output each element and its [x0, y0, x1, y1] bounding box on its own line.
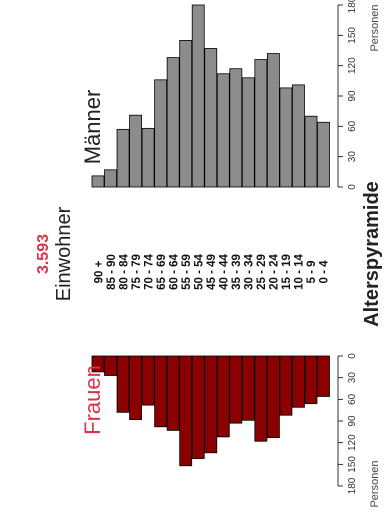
- maenner-bar: [191, 4, 205, 188]
- age-group-label: 20 - 24: [269, 253, 281, 289]
- age-group-label: 65 - 69: [156, 254, 168, 290]
- maenner-bar: [216, 73, 230, 188]
- maenner-axis-tick-label: 120: [347, 57, 358, 74]
- maenner-unit-label: Personen: [369, 4, 381, 51]
- age-group-label: 45 - 49: [206, 254, 218, 290]
- maenner-bar: [104, 169, 117, 188]
- maenner-bar: [279, 87, 293, 188]
- frauen-axis: 0 30 60 90 120 150 180: [337, 353, 358, 494]
- frauen-bar: [304, 355, 318, 405]
- frauen-bar: [191, 355, 205, 459]
- maenner-bar: [254, 59, 268, 188]
- maenner-bar: [91, 175, 105, 188]
- maenner-bar: [166, 57, 180, 188]
- frauen-unit-label: Personen: [369, 460, 381, 507]
- frauen-axis-tick-label: 180: [347, 477, 358, 494]
- maenner-bar: [266, 53, 280, 188]
- frauen-bar: [292, 355, 305, 408]
- frauen-axis-tick-label: 120: [347, 434, 358, 451]
- maenner-bar: [229, 68, 243, 188]
- frauen-bar: [216, 355, 230, 438]
- frauen-bar: [166, 355, 180, 431]
- frauen-axis-tick-label: 30: [347, 372, 358, 384]
- maenner-axis-tick-label: 150: [347, 27, 358, 44]
- age-group-label: 80 - 84: [118, 253, 130, 289]
- age-group-labels: 90 +85 - 90 80 - 84 75 - 79 70 - 74 65 - 69 6…: [93, 253, 330, 289]
- frauen-bar: [229, 355, 243, 424]
- frauen-axis-tick-label: 60: [347, 393, 358, 405]
- maenner-bar: [141, 127, 155, 188]
- age-group-label: 25 - 29: [256, 254, 268, 290]
- frauen-bar: [91, 355, 105, 373]
- maenner-axis-tick-label: 60: [347, 120, 358, 132]
- age-group-label: 70 - 74: [143, 253, 155, 289]
- maenner-bars: [91, 4, 330, 188]
- age-group-label: 55 - 59: [181, 254, 193, 290]
- maenner-axis-tick-label: 0: [347, 184, 358, 190]
- frauen-axis-tick-label: 150: [347, 456, 358, 473]
- maenner-bar: [317, 121, 330, 188]
- frauen-bar: [179, 355, 193, 467]
- frauen-bar: [129, 355, 143, 420]
- frauen-bar: [154, 355, 168, 428]
- age-group-label: 60 - 64: [168, 253, 180, 289]
- age-group-label: 10 - 14: [294, 253, 306, 289]
- frauen-axis-tick-label: 0: [347, 353, 358, 359]
- age-group-label: 30 - 34: [244, 253, 256, 289]
- maenner-bar: [204, 48, 218, 188]
- maenner-bar: [241, 77, 255, 188]
- age-group-label: 75 - 79: [131, 254, 143, 290]
- frauen-bar: [241, 355, 255, 421]
- maenner-axis: 0 30 60 90 120 150 180: [337, 0, 358, 190]
- total-value: 3.593: [35, 234, 52, 274]
- frauen-bar: [116, 355, 130, 413]
- age-group-label: 85 - 90: [106, 254, 118, 290]
- frauen-bar: [317, 355, 330, 397]
- age-group-label: 90 +: [93, 260, 105, 283]
- frauen-bar: [104, 355, 117, 376]
- frauen-bar: [279, 355, 293, 416]
- chart-title: Alterspyramide: [361, 181, 383, 327]
- maenner-bar: [129, 114, 143, 188]
- age-group-label: 35 - 39: [231, 254, 243, 290]
- total-label: Einwohner: [53, 206, 75, 301]
- maenner-axis-tick-label: 180: [347, 0, 358, 13]
- frauen-bars: [91, 355, 330, 467]
- maenner-axis-tick-label: 30: [347, 151, 358, 163]
- frauen-axis-tick-label: 90: [347, 415, 358, 427]
- age-group-label: 40 - 44: [219, 253, 231, 289]
- age-group-label: 15 - 19: [281, 254, 293, 290]
- maenner-bar: [292, 84, 305, 188]
- maenner-bar: [304, 115, 318, 188]
- maenner-bar: [154, 79, 168, 188]
- frauen-bar: [254, 355, 268, 442]
- frauen-bar: [266, 355, 280, 439]
- age-group-label: 5 - 9: [306, 260, 318, 283]
- age-group-label: 50 - 54: [193, 253, 205, 289]
- maenner-legend-label: Männer: [80, 90, 105, 165]
- frauen-bar: [204, 355, 218, 454]
- frauen-bar: [141, 355, 155, 406]
- maenner-axis-tick-label: 90: [347, 90, 358, 102]
- frauen-legend-label: Frauen: [80, 365, 105, 435]
- maenner-bar: [179, 39, 193, 188]
- age-group-label: 0 - 4: [319, 260, 331, 284]
- maenner-bar: [116, 128, 130, 188]
